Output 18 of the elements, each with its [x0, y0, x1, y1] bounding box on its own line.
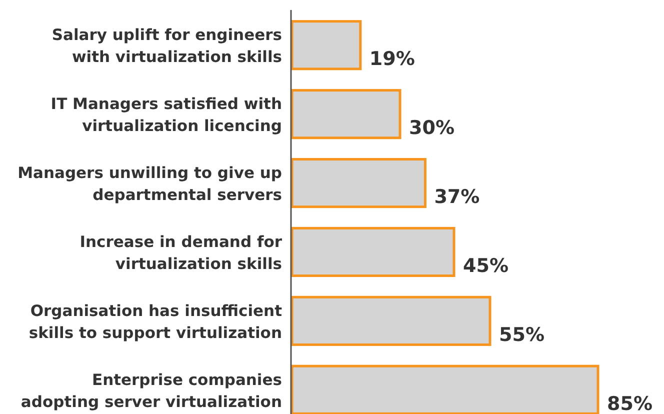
data-label: 30% — [409, 117, 454, 140]
y-tick-label: Enterprise companies adopting server virtualization — [20, 370, 282, 411]
data-label: 37% — [434, 186, 480, 208]
bar — [290, 89, 402, 140]
y-tick-label: Managers unwilling to give up departmental servers — [18, 164, 282, 204]
data-label: 45% — [463, 254, 508, 277]
data-label: 19% — [369, 48, 415, 70]
bar — [290, 364, 600, 414]
bar — [290, 226, 456, 278]
bar — [290, 158, 426, 208]
y-tick-label: Salary uplift for engineers with virtualization skills — [52, 26, 282, 66]
bar — [290, 20, 362, 70]
data-label: 85% — [607, 392, 652, 414]
y-tick-label: IT Managers satisfied with virtualization licencing — [50, 95, 282, 136]
y-tick-label: Organisation has insufficient skills to support virtulization — [28, 302, 283, 342]
data-label: 55% — [499, 324, 544, 346]
bar — [290, 296, 492, 346]
y-tick-label: Increase in demand for virtualization skills — [80, 232, 282, 273]
